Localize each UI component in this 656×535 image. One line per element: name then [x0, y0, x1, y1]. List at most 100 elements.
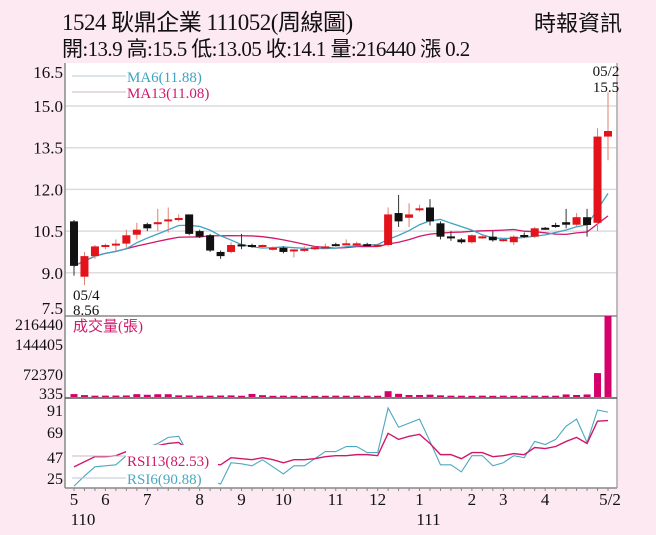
candle [457, 238, 466, 244]
candle [153, 208, 162, 232]
volume-bar [300, 395, 308, 398]
volume-legend: 成交量(張) [73, 317, 143, 335]
volume-bar [353, 395, 361, 398]
candle [499, 238, 508, 242]
candle [604, 92, 612, 161]
rsi-tick-label: 69 [47, 425, 63, 442]
candle-body [342, 243, 351, 246]
volume-bar [112, 395, 120, 398]
plot-background [65, 63, 617, 488]
volume-bar [499, 395, 507, 398]
candle [289, 249, 298, 258]
rsi6-legend: RSI6(90.88) [127, 472, 202, 488]
volume-bar [478, 395, 486, 398]
candle-body [373, 244, 382, 247]
candle [583, 208, 592, 237]
candle [185, 214, 194, 236]
volume-bar [70, 394, 78, 397]
volume-bar [175, 395, 183, 397]
ma13-legend: MA13(11.08) [127, 86, 209, 102]
candle [227, 242, 236, 254]
candle-body [593, 136, 602, 223]
year-label: 111 [416, 510, 440, 529]
price-tick-label: 15.0 [33, 97, 63, 116]
candle-body [572, 217, 581, 225]
candle-body [310, 247, 319, 250]
candle-body [436, 223, 445, 237]
x-tick-label: 9 [237, 490, 246, 509]
candle-body [174, 218, 183, 221]
candle [122, 229, 131, 248]
candle-body [352, 243, 361, 246]
rsi-tick-label: 25 [47, 471, 63, 488]
volume-bar [468, 395, 476, 398]
volume-bar [164, 394, 172, 397]
candle-body [143, 224, 152, 229]
price-tick-label: 9.0 [42, 264, 63, 283]
price-tick-label: 13.5 [33, 139, 63, 158]
candle [436, 221, 445, 240]
volume-bar [101, 395, 109, 398]
candle [164, 207, 173, 233]
price-tick-label: 16.5 [33, 63, 63, 82]
candle [258, 244, 267, 249]
x-tick-label: 8 [195, 490, 204, 509]
volume-bar [416, 394, 424, 397]
candle-body [80, 256, 89, 277]
candle-body [520, 234, 529, 237]
candle [373, 243, 382, 247]
candle-body [132, 229, 141, 235]
candle [352, 241, 361, 246]
volume-bar [342, 395, 350, 398]
candle [426, 199, 434, 226]
candle [216, 250, 225, 259]
candle [541, 226, 550, 230]
candle-body [604, 131, 612, 137]
volume-bar [384, 391, 392, 397]
candle [174, 214, 183, 222]
candle-body [300, 248, 309, 251]
candle [132, 222, 141, 240]
volume-bar [541, 395, 549, 398]
rsi13-legend: RSI13(82.53) [127, 454, 209, 470]
volume-bar [196, 395, 204, 398]
volume-bar [321, 395, 329, 398]
ma6-legend: MA6(11.88) [127, 70, 202, 86]
candle [268, 246, 277, 251]
candle [520, 232, 529, 239]
candle [446, 231, 455, 241]
candle [394, 194, 403, 227]
volume-bar [258, 395, 266, 397]
candle-body [509, 236, 518, 243]
volume-bar [573, 395, 581, 397]
volume-bar [562, 394, 570, 397]
x-tick-label: 4 [541, 490, 550, 509]
candle-body [562, 222, 571, 225]
volume-bar [332, 395, 340, 398]
volume-bar [290, 395, 298, 398]
candle [405, 203, 414, 227]
volume-bar [510, 395, 518, 398]
candle [478, 235, 487, 239]
candle-body [237, 244, 246, 247]
ohlc-summary: 開:13.9 高:15.5 低:13.05 收:14.1 量:216440 漲 … [62, 37, 470, 61]
volume-bar [227, 395, 235, 397]
candle-body [101, 245, 110, 247]
candle-body [363, 244, 372, 247]
x-tick-label: 1 [415, 490, 424, 509]
rsi13-line [73, 419, 609, 468]
volume-bar [238, 395, 246, 398]
x-tick-label: 2 [468, 490, 477, 509]
ma6-line [73, 192, 609, 267]
price-tick-label: 10.5 [33, 222, 63, 241]
high-value-annotation: 15.5 [593, 80, 619, 96]
candle-body [551, 224, 560, 227]
price-tick-label: 7.5 [42, 299, 63, 318]
volume-bar [91, 395, 99, 398]
volume-bar [395, 393, 403, 397]
candle [279, 246, 288, 254]
candle [248, 243, 256, 248]
candle [80, 251, 89, 286]
candle [321, 243, 330, 250]
candle-body [268, 247, 277, 250]
